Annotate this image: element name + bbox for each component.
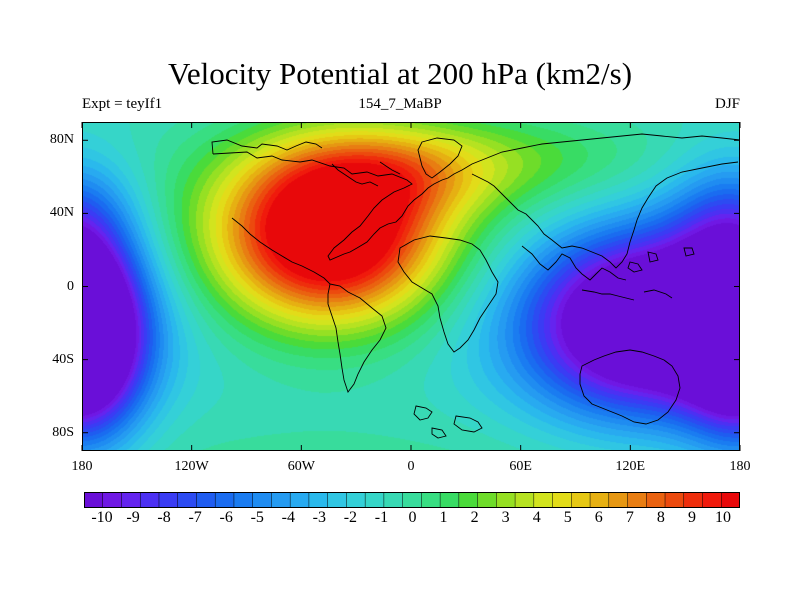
colorbar-label: -10 (91, 509, 113, 526)
colorbar-swatch (440, 492, 460, 508)
colorbar-swatch (252, 492, 272, 508)
colorbar-swatch (308, 492, 328, 508)
colorbar-swatch (233, 492, 253, 508)
colorbar-label: 5 (563, 509, 572, 526)
colorbar-swatch (458, 492, 478, 508)
colorbar-swatch (177, 492, 197, 508)
colorbar-label: -4 (281, 509, 295, 526)
colorbar-swatch (402, 492, 422, 508)
colorbar-label: 9 (687, 509, 696, 526)
colorbar-swatch (552, 492, 572, 508)
colorbar-label: -3 (312, 509, 326, 526)
colorbar-label: 2 (470, 509, 479, 526)
colorbar-swatch (158, 492, 179, 508)
colorbar-swatch (590, 492, 610, 508)
coastlines (211, 133, 741, 439)
colorbar-swatch (515, 492, 535, 508)
chart-title: Velocity Potential at 200 hPa (km2/s) (167, 56, 633, 91)
colorbar-label: -2 (343, 509, 358, 526)
colorbar-swatch (290, 492, 310, 508)
colorbar-swatch (608, 492, 628, 508)
colorbar-swatch (140, 492, 160, 508)
y-tick-label: 0 (67, 278, 74, 294)
colorbar-label: -7 (188, 509, 202, 526)
colorbar-swatch (721, 492, 740, 508)
colorbar-swatch (683, 492, 703, 508)
colorbar-swatch (496, 492, 516, 508)
colorbar-label: 4 (532, 509, 541, 526)
colorbar-label: 10 (715, 509, 731, 526)
colorbar-label: 3 (501, 509, 510, 526)
colorbar-swatch (665, 492, 685, 508)
x-tick-label: 180 (729, 459, 751, 474)
axis-ticks (81, 122, 741, 451)
colorbar-swatch (627, 492, 647, 508)
y-tick-label: 40N (49, 205, 74, 221)
colorbar-swatch (84, 492, 104, 508)
colorbar-swatch (702, 492, 722, 508)
colorbar-label: -1 (374, 509, 389, 526)
map-plot-area (81, 122, 741, 451)
x-tick-label: 120W (174, 459, 209, 474)
colorbar-label: -6 (219, 509, 233, 526)
colorbar-label: -5 (250, 509, 264, 526)
colorbar-label: 0 (408, 509, 417, 526)
colorbar-swatch (102, 492, 122, 508)
colorbar-swatch (271, 492, 291, 508)
x-tick-label: 120E (615, 459, 646, 474)
x-tick-label: 0 (407, 459, 415, 474)
season-label: DJF (714, 96, 740, 112)
colorbar-swatch (346, 492, 366, 508)
x-tick-label: 180 (71, 459, 93, 474)
y-tick-label: 80S (52, 424, 74, 440)
colorbar-swatch (383, 492, 403, 508)
colorbar-swatch (215, 492, 235, 508)
colorbar-label: -8 (157, 509, 171, 526)
colorbar-label: -9 (126, 509, 140, 526)
colorbar-swatch (327, 492, 347, 508)
heatmap-field (82, 122, 740, 451)
colorbar-label: 6 (594, 509, 603, 526)
run-label: 154_7_MaBP (358, 96, 442, 112)
colorbar (84, 492, 740, 508)
x-tick-label: 60W (287, 459, 315, 474)
colorbar-swatch (121, 492, 141, 508)
x-tick-label: 60E (509, 459, 532, 474)
colorbar-swatch (571, 492, 591, 508)
colorbar-frame (84, 492, 740, 508)
y-tick-label: 80N (49, 132, 74, 148)
map-overlay (81, 122, 741, 451)
colorbar-swatch (196, 492, 216, 508)
colorbar-label: 7 (625, 509, 634, 526)
colorbar-swatch (646, 492, 666, 508)
y-tick-label: 40S (52, 351, 74, 367)
colorbar-label: 8 (656, 509, 665, 526)
experiment-label: Expt = teyIf1 (82, 96, 163, 112)
colorbar-swatch (533, 492, 553, 508)
colorbar-label: 1 (439, 509, 448, 526)
map-frame (82, 122, 740, 451)
colorbar-swatch (421, 492, 441, 508)
colorbar-swatch (477, 492, 497, 508)
colorbar-swatch (365, 492, 385, 508)
